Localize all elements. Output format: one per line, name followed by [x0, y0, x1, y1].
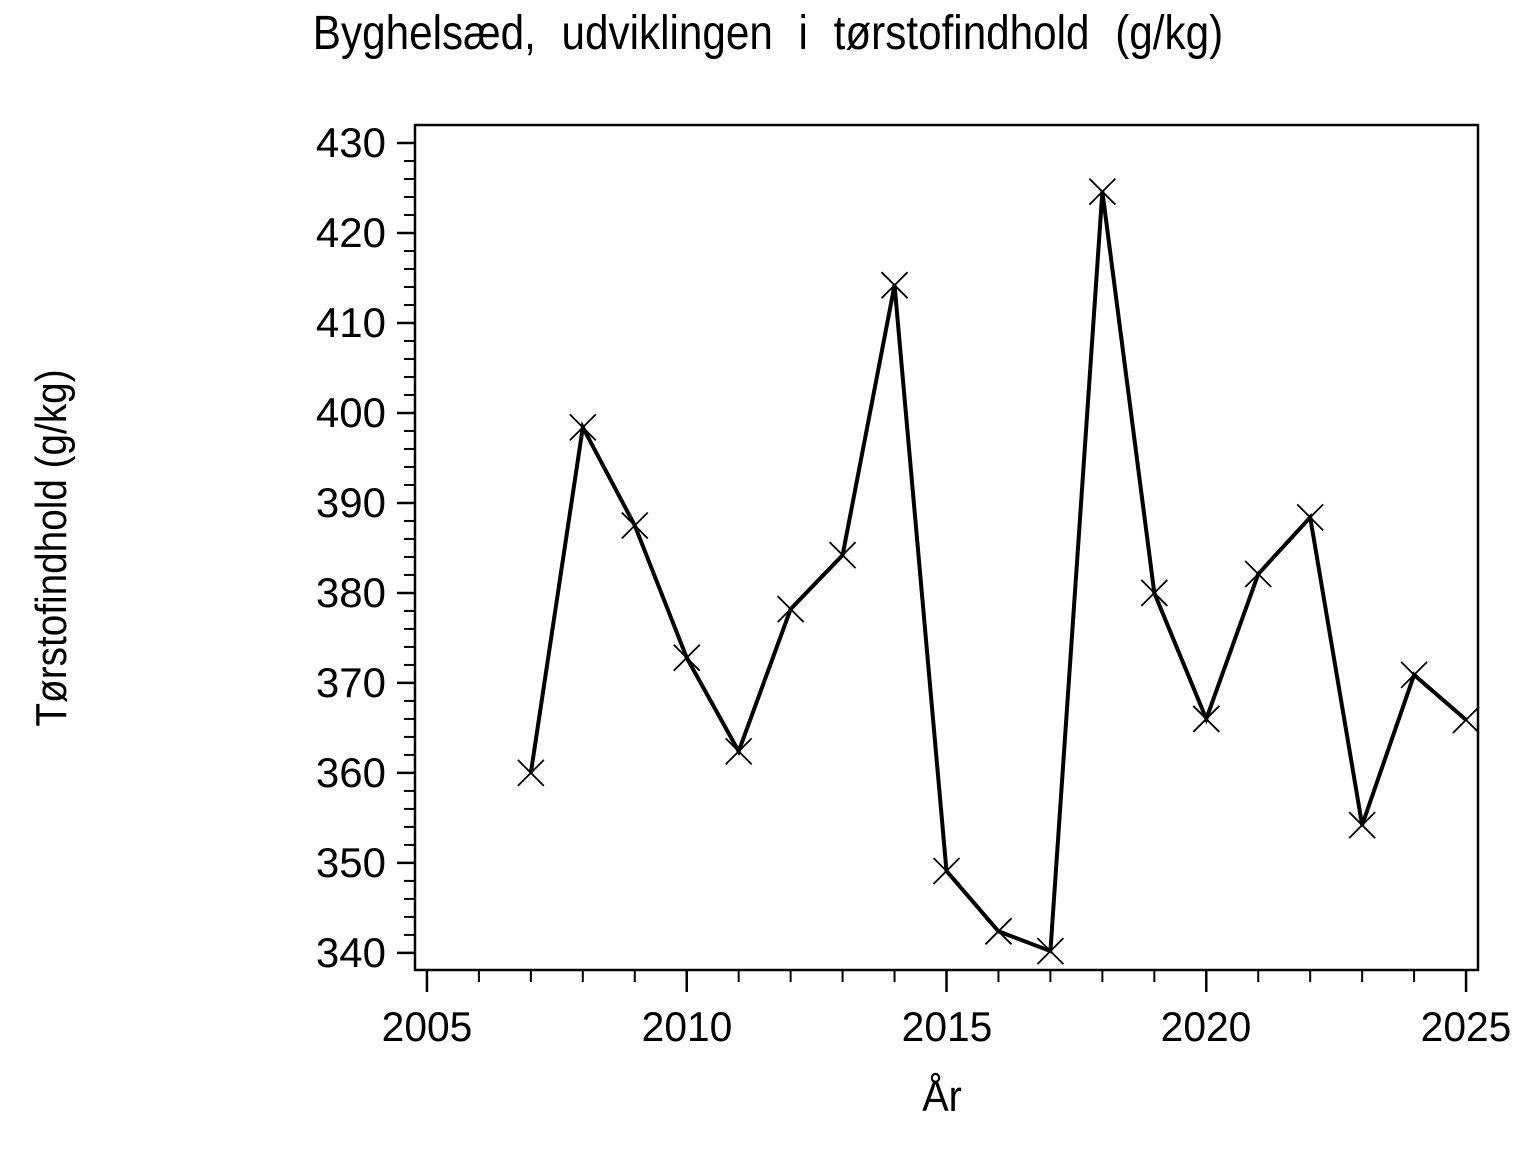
y-tick-label: 360 [315, 748, 386, 796]
y-tick-label: 380 [315, 568, 386, 616]
data-point-marker [1140, 579, 1168, 607]
data-point-marker [828, 541, 857, 569]
data-point-marker [1192, 705, 1220, 733]
x-tick-label: 2005 [381, 1003, 473, 1050]
y-tick-label: 340 [315, 928, 386, 976]
y-tick-label: 350 [315, 838, 386, 886]
data-point-marker [932, 857, 961, 885]
y-tick-label: 410 [315, 298, 386, 346]
data-point-marker [776, 595, 805, 623]
plot-frame [413, 123, 1480, 972]
data-point-marker [517, 759, 545, 787]
data-point-marker [673, 644, 701, 672]
data-line [528, 191, 1468, 954]
y-tick-label: 370 [315, 658, 386, 706]
data-point-marker [1244, 560, 1272, 588]
data-point-marker [1296, 503, 1324, 531]
data-point-marker [621, 511, 649, 540]
y-tick-label: 420 [315, 208, 386, 256]
y-tick-label: 390 [315, 478, 386, 526]
y-tick-label: 400 [315, 388, 386, 436]
x-tick-label: 2015 [901, 1003, 992, 1050]
x-tick-label: 2025 [1420, 1003, 1512, 1050]
x-tick-label: 2020 [1160, 1003, 1252, 1050]
x-tick-label: 2010 [641, 1003, 733, 1050]
data-point-marker [984, 917, 1013, 945]
data-point-marker [1452, 706, 1480, 734]
data-point-marker [1348, 811, 1376, 839]
chart-title: Byghelsæd, udviklingen i tørstofindhold … [312, 7, 1224, 60]
x-axis-label: År [922, 1072, 962, 1121]
data-point-marker [880, 271, 909, 299]
data-point-marker [1036, 937, 1065, 965]
data-point-marker [1400, 661, 1428, 689]
data-point-marker [1088, 177, 1117, 206]
data-point-marker [725, 737, 753, 765]
data-point-marker [569, 413, 597, 442]
y-tick-label: 430 [315, 118, 386, 166]
